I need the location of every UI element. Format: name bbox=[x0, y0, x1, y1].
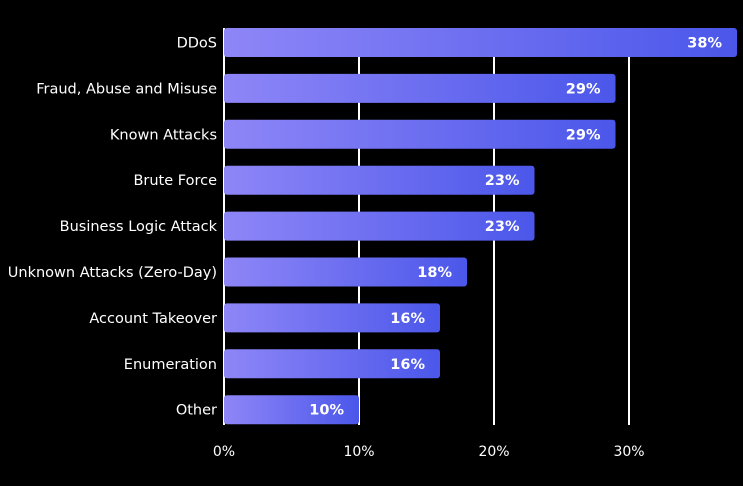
value-label: 16% bbox=[390, 311, 425, 327]
category-labels: DDoS Fraud, Abuse and Misuse Known Attacks… bbox=[8, 36, 218, 419]
bar bbox=[224, 349, 440, 379]
value-label: 29% bbox=[566, 81, 601, 97]
category-label: Known Attacks bbox=[110, 127, 217, 143]
x-tick-label: 30% bbox=[613, 444, 644, 460]
x-tick-label: 10% bbox=[343, 444, 374, 460]
value-label: 23% bbox=[485, 219, 520, 235]
value-label: 38% bbox=[687, 36, 722, 52]
value-labels: 38% 29% 29% 23% 23% 18% 16% 16% 10% bbox=[309, 36, 722, 419]
x-tick-label: 0% bbox=[213, 444, 235, 460]
category-label: Account Takeover bbox=[89, 311, 217, 327]
category-label: DDoS bbox=[177, 36, 217, 52]
category-label: Fraud, Abuse and Misuse bbox=[36, 81, 217, 97]
value-label: 29% bbox=[566, 127, 601, 143]
category-label: Enumeration bbox=[124, 357, 217, 373]
bar bbox=[224, 119, 616, 149]
category-label: Other bbox=[176, 403, 217, 419]
bar bbox=[224, 257, 467, 287]
bar bbox=[224, 395, 359, 425]
bar bbox=[224, 303, 440, 333]
category-label: Business Logic Attack bbox=[60, 219, 218, 235]
category-label: Brute Force bbox=[133, 173, 217, 189]
bar bbox=[224, 165, 535, 195]
bar bbox=[224, 28, 737, 57]
value-label: 16% bbox=[390, 357, 425, 373]
value-label: 23% bbox=[485, 173, 520, 189]
bar bbox=[224, 211, 535, 241]
category-label: Unknown Attacks (Zero-Day) bbox=[8, 265, 217, 281]
x-axis-ticks: 0% 10% 20% 30% bbox=[213, 444, 645, 460]
value-label: 18% bbox=[417, 265, 452, 281]
bars bbox=[224, 28, 737, 425]
bar bbox=[224, 73, 616, 103]
x-tick-label: 20% bbox=[478, 444, 509, 460]
value-label: 10% bbox=[309, 403, 344, 419]
